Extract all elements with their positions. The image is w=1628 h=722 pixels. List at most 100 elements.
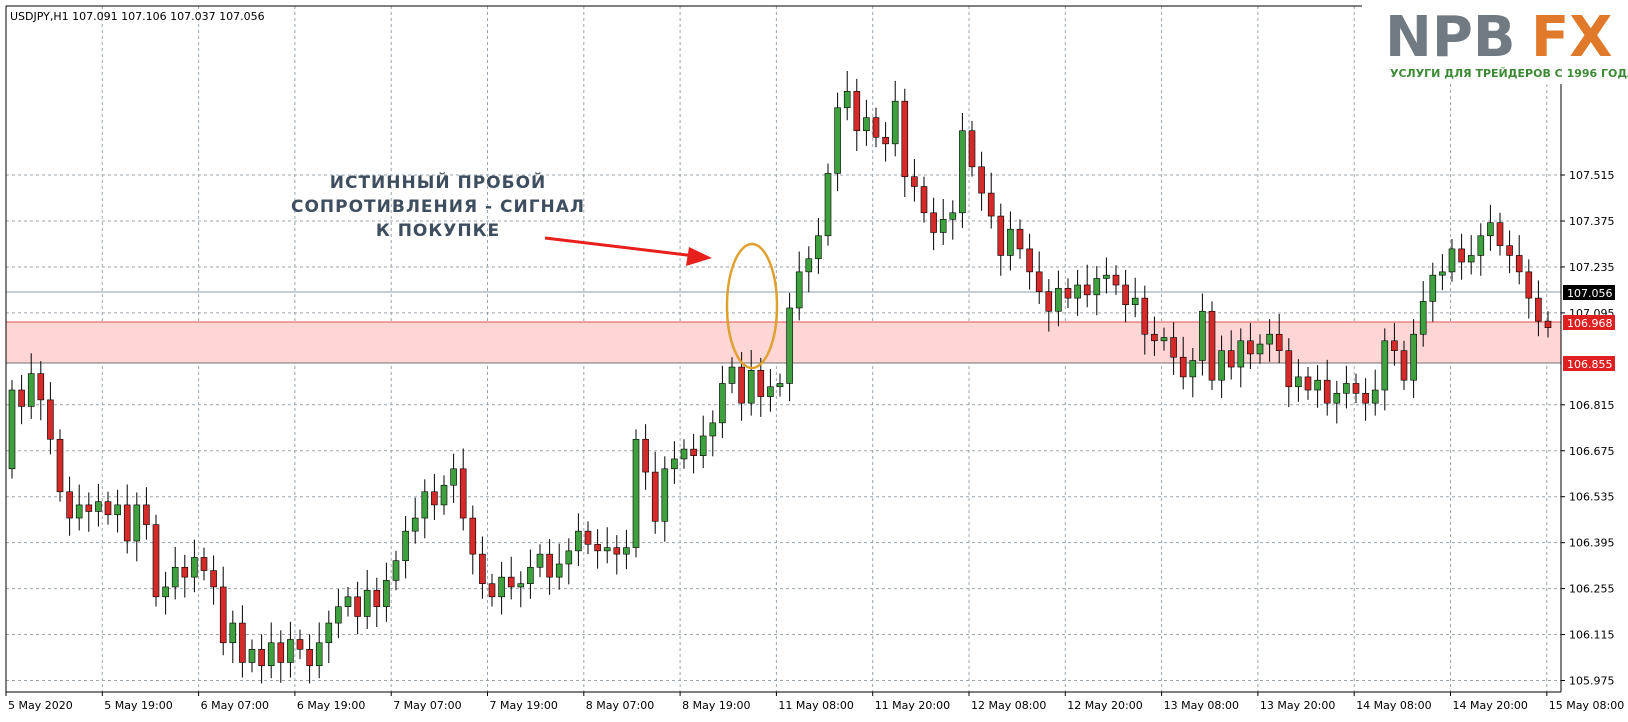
candle-bull xyxy=(1266,319,1273,362)
candle-body xyxy=(479,553,486,584)
candle-body xyxy=(690,448,697,456)
candle-bear xyxy=(373,577,381,628)
time-tick-label: 14 May 20:00 xyxy=(1453,699,1528,712)
candle-body xyxy=(1237,340,1245,368)
candle-body xyxy=(1218,350,1225,381)
candle-bear xyxy=(930,197,937,251)
candle-bear xyxy=(306,634,313,684)
candle-bull xyxy=(959,113,966,228)
candle-body xyxy=(181,566,189,578)
candle-bull xyxy=(1131,277,1139,318)
time-tick-label: 12 May 08:00 xyxy=(971,699,1046,712)
candle-body xyxy=(1170,337,1177,358)
candle-bull xyxy=(1295,359,1302,402)
candle-bear xyxy=(1275,313,1283,364)
candle-bull xyxy=(1333,380,1341,424)
candle-bull xyxy=(114,489,121,533)
candle-body xyxy=(536,553,544,568)
candle-bear xyxy=(85,492,93,532)
candle-bull xyxy=(786,292,793,402)
annotation-arrowhead xyxy=(686,247,712,266)
time-tick-label: 11 May 20:00 xyxy=(875,699,950,712)
candle-body xyxy=(1429,274,1437,302)
candle-body xyxy=(1064,287,1072,299)
candle-body xyxy=(757,370,765,397)
candle-body xyxy=(891,100,899,145)
candle-body xyxy=(1045,291,1053,312)
price-tick-label: 106.535 xyxy=(1569,491,1615,504)
candle-body xyxy=(1083,284,1091,296)
zone-bottom-badge: 106.855 xyxy=(1563,356,1615,371)
candle-body xyxy=(1266,333,1273,345)
candle-bear xyxy=(642,424,649,490)
candle-body xyxy=(1179,356,1187,378)
candle-bear xyxy=(1362,378,1369,421)
candle-body xyxy=(613,547,621,555)
candle-bear xyxy=(277,630,285,683)
candle-bear xyxy=(1496,212,1504,256)
candle-body xyxy=(872,117,880,138)
candle-bear xyxy=(1170,322,1177,375)
candle-body xyxy=(392,560,400,581)
candle-bear xyxy=(997,203,1005,276)
candle-bear xyxy=(1458,233,1465,280)
candle-bear xyxy=(1151,316,1158,356)
candle-body xyxy=(1343,383,1350,394)
candle-bear xyxy=(1045,279,1053,332)
candle-bull xyxy=(162,571,169,615)
candle-bear xyxy=(882,122,889,162)
candle-bear xyxy=(1035,251,1043,305)
candle-body xyxy=(1487,222,1494,237)
candle-bear xyxy=(104,491,112,525)
price-tick-label: 106.815 xyxy=(1569,399,1615,412)
candle-body xyxy=(1295,376,1302,388)
candle-body xyxy=(296,639,304,650)
candle-bear xyxy=(431,474,438,521)
candle-bull xyxy=(229,610,237,664)
candle-body xyxy=(930,212,937,233)
candle-bear xyxy=(1506,230,1513,274)
candle-bear xyxy=(219,566,227,656)
candle-body xyxy=(623,547,630,555)
candle-body xyxy=(95,501,102,512)
candle-bear xyxy=(651,451,659,534)
candle-bear xyxy=(901,88,909,198)
candle-body xyxy=(1391,340,1398,351)
candle-body xyxy=(18,389,25,407)
candle-bear xyxy=(1285,338,1293,408)
candle-body xyxy=(104,501,112,516)
candle-bear xyxy=(296,629,304,660)
candle-body xyxy=(901,100,909,177)
candle-body xyxy=(1055,287,1062,312)
candle-body xyxy=(114,504,121,516)
candle-body xyxy=(200,557,208,571)
candle-body xyxy=(315,642,323,667)
candle-body xyxy=(1419,301,1427,335)
candle-body xyxy=(747,370,755,404)
candle-bull xyxy=(267,622,275,679)
candle-bull xyxy=(325,610,333,664)
candle-bull xyxy=(392,550,400,591)
candle-body xyxy=(680,448,688,460)
time-tick-label: 15 May 08:00 xyxy=(1549,699,1624,712)
candle-body xyxy=(239,622,246,663)
candle-bear xyxy=(258,634,265,684)
candle-bull xyxy=(1419,281,1427,347)
price-tick-label: 107.515 xyxy=(1569,169,1615,182)
candle-body xyxy=(1151,333,1158,342)
candle-bull xyxy=(805,246,813,293)
candle-body xyxy=(1208,310,1216,381)
candle-body xyxy=(824,173,832,237)
candle-body xyxy=(603,547,611,552)
time-tick-label: 11 May 08:00 xyxy=(778,699,853,712)
candle-bull xyxy=(939,198,947,245)
candle-bull xyxy=(1218,335,1225,398)
candle-bull xyxy=(834,92,841,192)
candle-bear xyxy=(66,476,73,536)
candle-bear xyxy=(853,78,861,152)
candle-body xyxy=(1189,360,1197,378)
candle-body xyxy=(699,435,707,456)
candle-bull xyxy=(1439,254,1446,291)
